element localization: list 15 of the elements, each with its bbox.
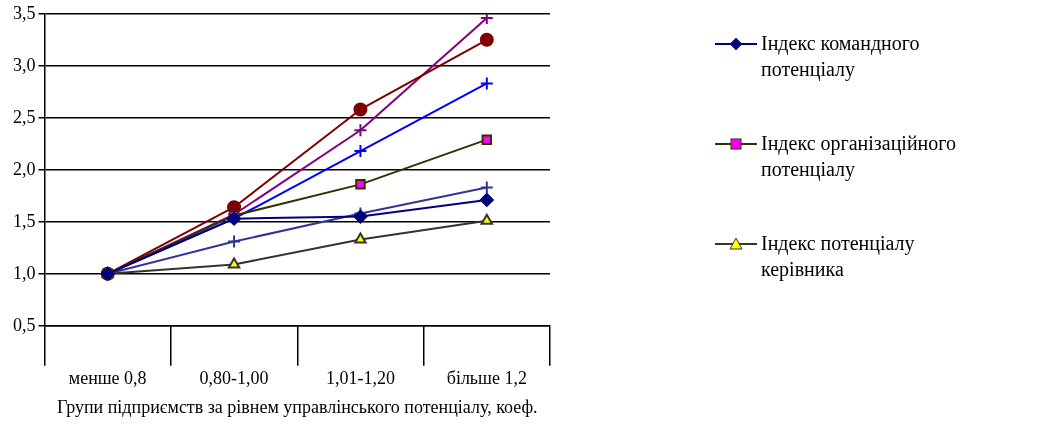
x-tick-label: 1,01-1,20 (325, 368, 395, 389)
legend-label: Індекс потенціалу керівника (761, 231, 916, 282)
legend-label: Індекс командного потенціалу (761, 31, 921, 82)
legend-label: Індекс організаційного потенціалу (761, 131, 957, 182)
x-axis-title: Групи підприємств за рівнем управлінського потенціалу, коеф. (56, 396, 538, 417)
y-tick-label: 1,0 (13, 262, 36, 283)
y-tick-label: 0,5 (13, 314, 36, 335)
y-tick-label: 3,5 (13, 2, 36, 23)
x-tick-label: більше 1,2 (446, 368, 527, 389)
y-tick-label: 3,0 (13, 54, 36, 75)
y-tick-label: 2,5 (13, 106, 36, 127)
x-tick-label: менше 0,8 (68, 368, 147, 389)
y-tick-label: 1,5 (13, 210, 36, 231)
y-tick-label: 2,0 (13, 158, 36, 179)
x-tick-label: 0,80-1,00 (199, 368, 269, 389)
